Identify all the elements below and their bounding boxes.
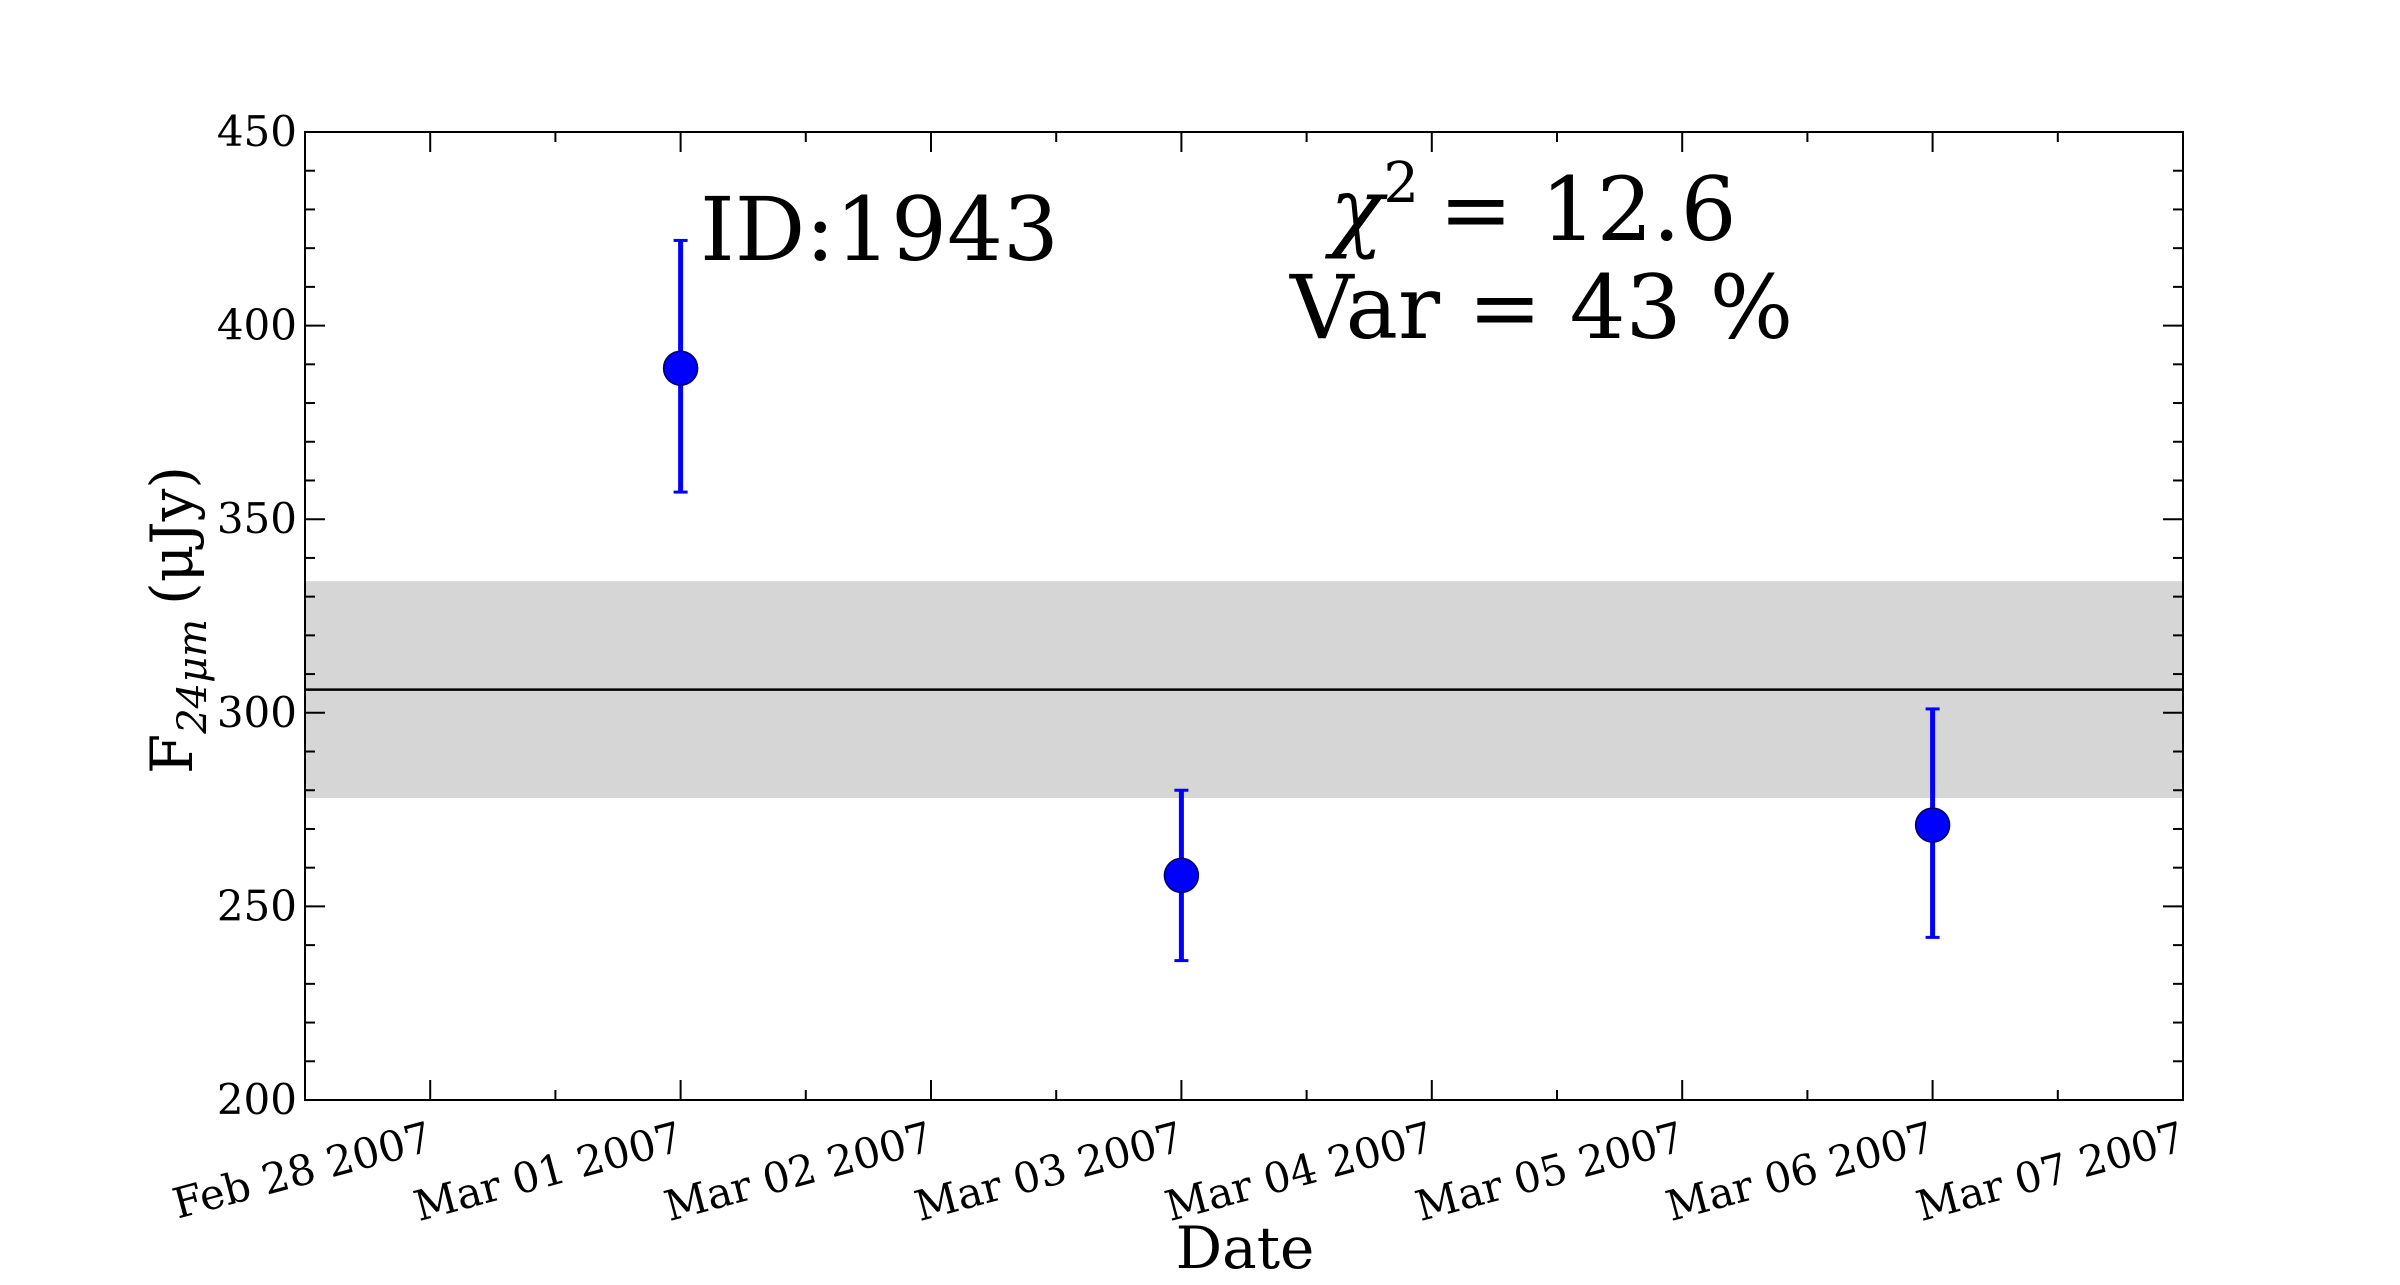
data-point (1914, 807, 1951, 843)
y-tick-label: 400 (217, 301, 297, 350)
y-axis-label-sub: 24μm (170, 619, 216, 735)
chi-value: = 12.6 (1439, 158, 1737, 261)
y-axis-label-unit: (μJy) (138, 466, 206, 605)
y-tick-label: 350 (217, 494, 297, 543)
data-points (662, 238, 1951, 963)
variability-annotation: Var = 43 % (1289, 256, 1793, 359)
y-tick-label: 250 (217, 881, 297, 930)
y-axis-label-main: F (138, 734, 206, 774)
y-tick-label: 450 (217, 107, 297, 156)
id-annotation: ID:1943 (700, 178, 1059, 281)
y-tick-label: 300 (217, 688, 297, 737)
data-point (1163, 857, 1200, 894)
chi-symbol: χ (1324, 158, 1388, 261)
data-point (662, 350, 699, 386)
y-tick-label: 200 (217, 1075, 297, 1124)
svg-text:F24μm(μJy): F24μm (μJy) (138, 466, 216, 774)
chi-exponent: 2 (1383, 151, 1419, 216)
y-axis-label: F24μm (μJy) (138, 466, 216, 774)
y-tick-labels: 200 250 300 350 400 450 (217, 107, 297, 1124)
x-axis-label: Date (1176, 1214, 1315, 1282)
chi-squared-annotation: χ2 = 12.6 (1324, 151, 1737, 261)
plot-frame (304, 131, 2184, 1101)
